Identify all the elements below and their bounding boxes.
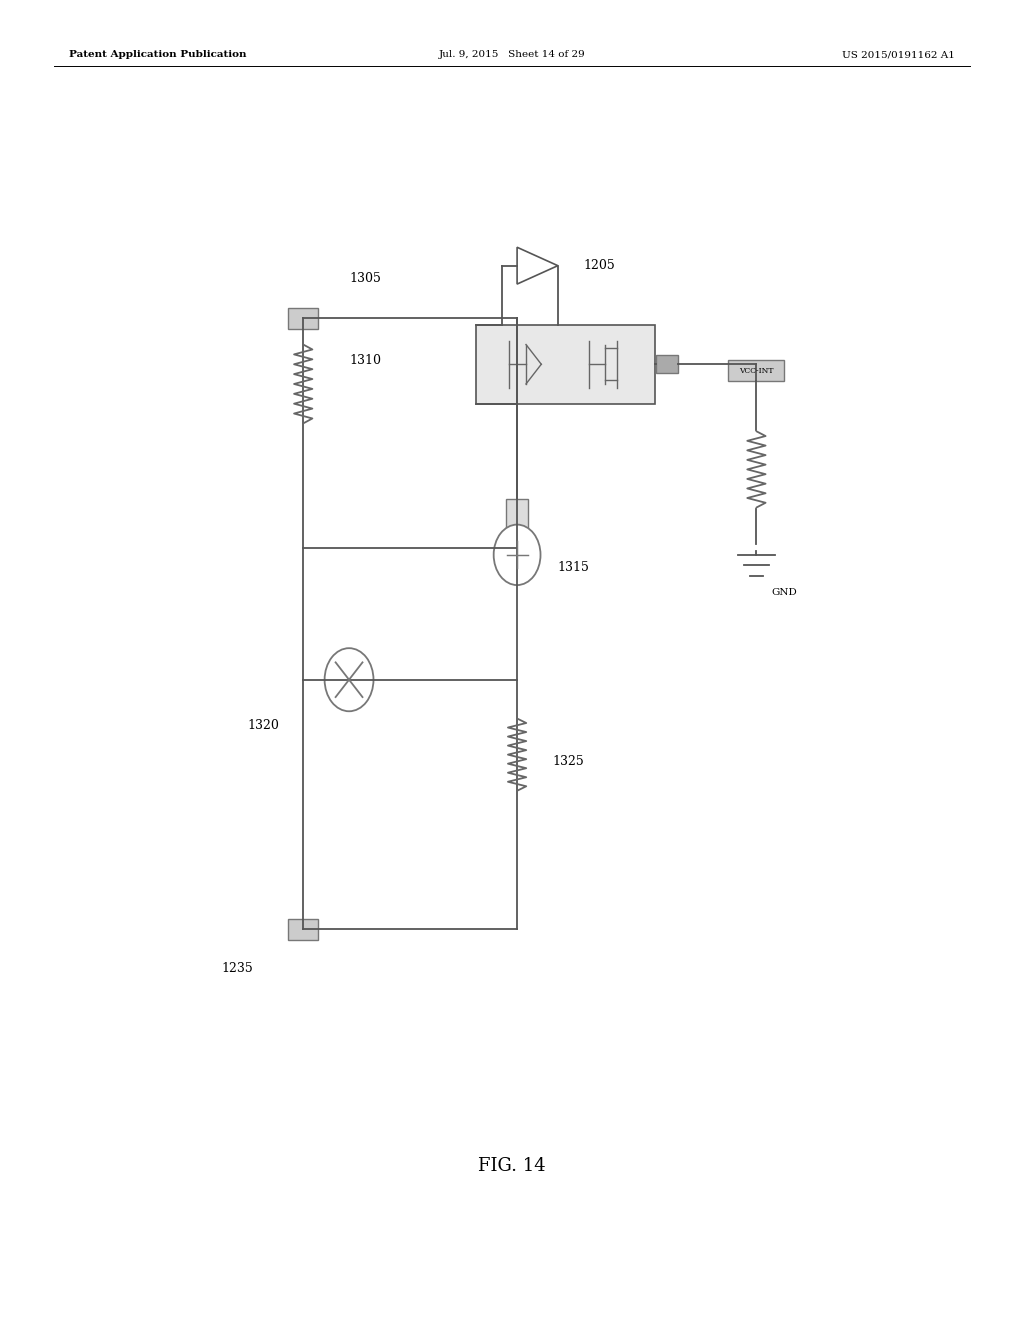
Text: 1320: 1320 (247, 719, 280, 733)
Circle shape (325, 648, 374, 711)
Bar (476, 325, 654, 404)
Text: 1325: 1325 (553, 755, 585, 768)
Text: Jul. 9, 2015   Sheet 14 of 29: Jul. 9, 2015 Sheet 14 of 29 (438, 50, 586, 59)
Text: GND: GND (772, 587, 798, 597)
Text: US 2015/0191162 A1: US 2015/0191162 A1 (842, 50, 955, 59)
Text: 1305: 1305 (349, 272, 381, 285)
Bar (506, 499, 528, 532)
Bar (288, 919, 318, 940)
Text: 1310: 1310 (349, 354, 381, 367)
Text: 1315: 1315 (558, 561, 590, 574)
Bar (288, 308, 318, 329)
Text: 1205: 1205 (584, 259, 615, 272)
Bar (655, 355, 678, 374)
Text: Patent Application Publication: Patent Application Publication (69, 50, 247, 59)
Text: VCC-INT: VCC-INT (739, 367, 774, 375)
Text: 1235: 1235 (222, 962, 254, 975)
Circle shape (494, 524, 541, 585)
Text: FIG. 14: FIG. 14 (478, 1158, 546, 1175)
Bar (728, 360, 784, 381)
